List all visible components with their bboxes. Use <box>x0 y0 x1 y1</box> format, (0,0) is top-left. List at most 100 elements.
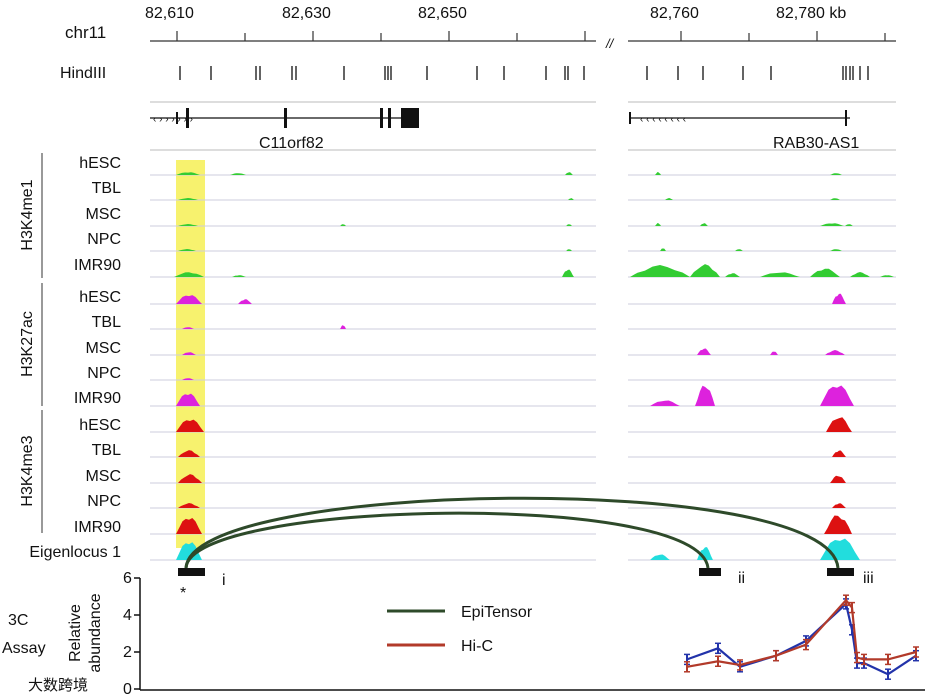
signal-peak <box>630 265 690 277</box>
coordinate-axis-left <box>150 31 596 42</box>
coord-82760: 82,760 <box>650 5 699 22</box>
signal-peak <box>820 538 860 560</box>
hindiii-label: HindIII <box>60 65 106 82</box>
coord-82780: 82,780 kb <box>776 5 846 22</box>
signal-peak <box>182 352 196 355</box>
cell-line-label: NPC <box>87 493 121 510</box>
ytick-6: 6 <box>123 570 132 587</box>
cell-line-label: IMR90 <box>74 257 121 274</box>
3c-fragments: * i ii iii <box>178 568 874 602</box>
signal-peak <box>760 272 800 277</box>
signal-peak <box>178 249 196 251</box>
assay-ylabel-abundance: abundance <box>87 593 104 672</box>
cell-line-labels: hESC TBL MSC NPC IMR90 hESC TBL MSC NPC … <box>29 155 121 561</box>
cell-line-label: IMR90 <box>74 519 121 536</box>
signal-tracks <box>150 172 896 561</box>
mark-label-h3k4me3: H3K4me3 <box>19 435 36 506</box>
signal-peak <box>830 475 846 483</box>
fragment-label-i: i <box>222 572 226 589</box>
signal-peak <box>820 385 854 406</box>
hindiii-sites <box>179 66 869 80</box>
cell-line-label: MSC <box>85 340 121 357</box>
signal-peak <box>182 378 194 380</box>
gene-model-c11orf82: ‹ › › › › › › <box>150 108 419 128</box>
signal-peak <box>566 224 572 226</box>
cell-line-label: hESC <box>79 289 121 306</box>
signal-peak <box>562 269 574 277</box>
signal-peak <box>176 542 202 560</box>
signal-peak <box>178 450 200 457</box>
ytick-2: 2 <box>123 644 132 661</box>
signal-peak <box>832 503 846 508</box>
legend-epitensor: EpiTensor <box>461 604 533 621</box>
svg-text:‹ ‹ ‹ ‹ ‹ ‹ ‹ ‹: ‹ ‹ ‹ ‹ ‹ ‹ ‹ ‹ <box>640 114 686 125</box>
signal-peak <box>178 474 202 483</box>
signal-peak <box>725 273 740 277</box>
signal-peak <box>178 198 198 200</box>
signal-peak <box>700 223 708 226</box>
cell-line-label: NPC <box>87 365 121 382</box>
fragment-label-ii: ii <box>738 570 745 587</box>
cell-line-label: MSC <box>85 468 121 485</box>
fragment-ii <box>699 568 721 576</box>
signal-peak <box>824 515 852 534</box>
signal-peak <box>845 224 853 226</box>
legend-hic: Hi-C <box>461 638 493 655</box>
signal-peak <box>655 172 661 175</box>
coord-82610: 82,610 <box>145 5 194 22</box>
cell-line-label: MSC <box>85 206 121 223</box>
anchor-star: * <box>180 585 186 602</box>
arc-i-iii <box>184 496 840 569</box>
signal-peak <box>565 172 573 175</box>
signal-peak <box>880 275 894 277</box>
mark-group-h3k4me1: H3K4me1 <box>19 153 43 278</box>
signal-peak <box>697 547 713 560</box>
signal-peak <box>178 503 200 508</box>
assay-ylabel-relative: Relative <box>67 604 84 662</box>
mark-label-h3k4me1: H3K4me1 <box>19 179 36 250</box>
assay-series <box>684 594 919 680</box>
coord-82650: 82,650 <box>418 5 467 22</box>
signal-peak <box>832 293 846 304</box>
assay-series-red <box>686 598 917 668</box>
signal-peak <box>820 223 844 226</box>
signal-peak <box>690 264 720 277</box>
signal-peak <box>830 198 840 200</box>
cell-line-label: NPC <box>87 231 121 248</box>
signal-peak <box>238 299 252 304</box>
arc-i-ii <box>184 511 710 569</box>
mark-group-h3k27ac: H3K27ac <box>19 283 43 406</box>
signal-peak <box>735 249 743 251</box>
signal-peak <box>176 295 202 304</box>
chrom-label: chr11 <box>65 23 106 42</box>
fragment-label-iii: iii <box>863 570 874 587</box>
gene-label-rab30-as1: RAB30-AS1 <box>773 135 859 152</box>
signal-peak <box>695 385 715 406</box>
cell-line-label: TBL <box>92 180 121 197</box>
signal-peak <box>655 223 661 226</box>
eigenlocus-label: Eigenlocus 1 <box>29 544 121 561</box>
signal-peak <box>650 554 670 560</box>
signal-peak <box>830 173 842 175</box>
mark-group-h3k4me3: H3K4me3 <box>19 410 43 533</box>
signal-peak <box>832 450 846 457</box>
signal-peak <box>850 272 870 277</box>
coordinate-axis-right <box>628 31 896 42</box>
signal-peak <box>697 348 711 355</box>
signal-peak <box>770 351 778 355</box>
cell-line-label: TBL <box>92 442 121 459</box>
axis-break-mark: // <box>605 36 615 51</box>
signal-peak <box>178 224 198 226</box>
signal-peak <box>176 518 202 534</box>
gene-label-c11orf82: C11orf82 <box>259 135 324 152</box>
signal-peak <box>340 325 346 329</box>
signal-peak <box>830 249 842 251</box>
signal-peak <box>182 327 194 329</box>
legend: EpiTensor Hi-C <box>387 604 533 655</box>
signal-peak <box>665 198 673 200</box>
signal-peak <box>568 198 574 200</box>
signal-peak <box>810 268 840 277</box>
signal-peak <box>826 417 852 432</box>
assay-label-3c: 3C <box>8 612 28 629</box>
mark-label-h3k27ac: H3K27ac <box>19 311 36 377</box>
